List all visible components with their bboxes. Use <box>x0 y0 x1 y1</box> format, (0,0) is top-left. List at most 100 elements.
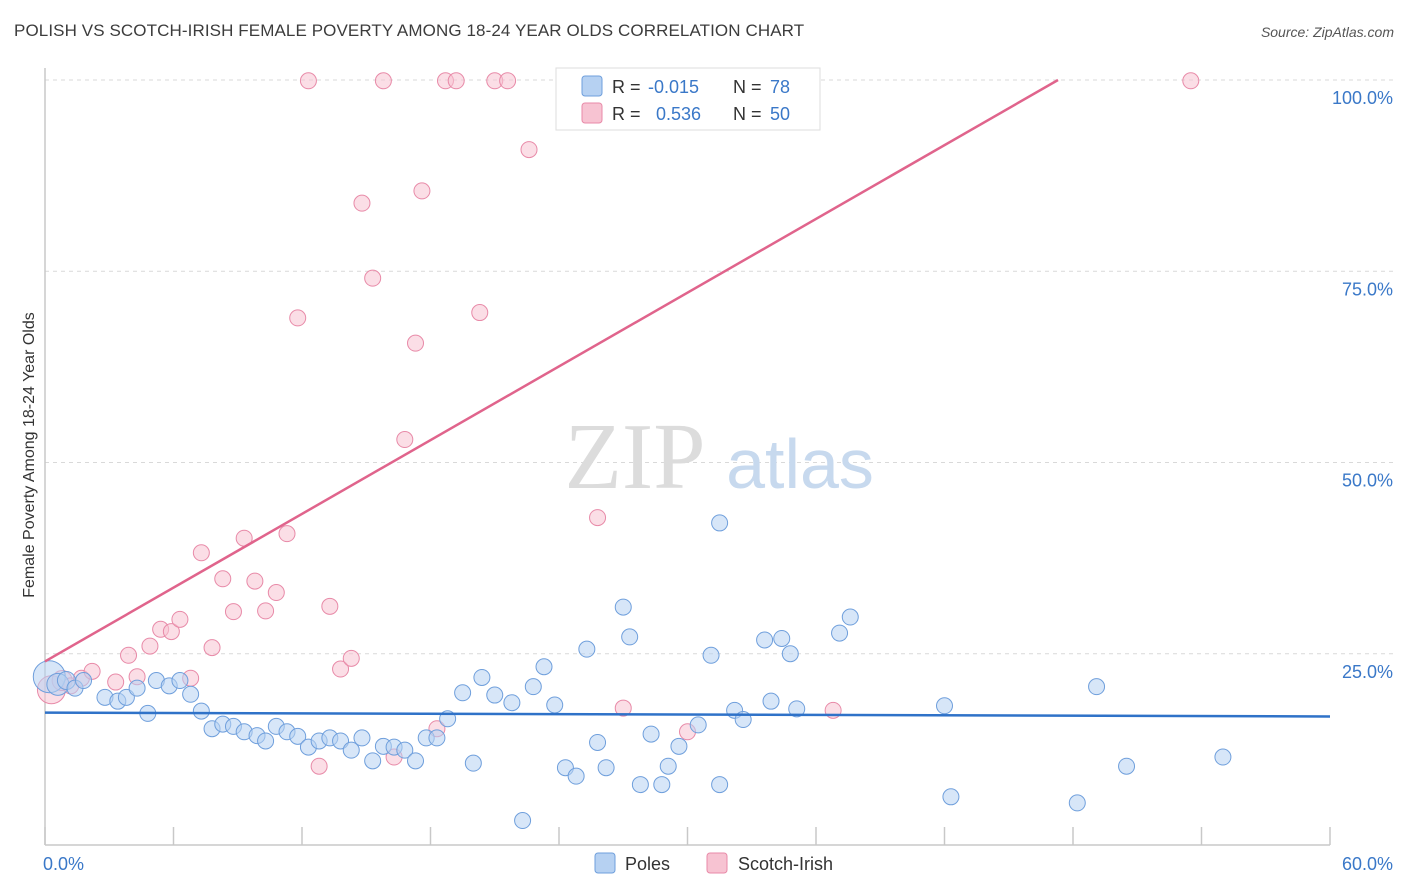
poles-point <box>342 741 360 759</box>
x-tick-label: 60.0% <box>1342 854 1393 874</box>
scotch-irish-point <box>1182 72 1200 90</box>
poles-point <box>396 741 414 759</box>
scotch-irish-point <box>171 610 189 628</box>
scotch-irish-point <box>447 72 465 90</box>
poles-point <box>781 645 799 663</box>
scotch-irish-point <box>192 544 210 562</box>
scotch-irish-trendline <box>44 78 1059 663</box>
poles-point <box>773 629 791 647</box>
poles-point <box>1214 748 1232 766</box>
poles-point <box>653 776 671 794</box>
legend-poles-swatch <box>581 75 603 97</box>
poles-points <box>32 514 1232 830</box>
y-tick-label: 75.0% <box>1342 279 1393 299</box>
gridlines <box>45 79 1395 655</box>
poles-point <box>670 737 688 755</box>
bottom-legend-poles-label: Poles <box>625 854 670 874</box>
poles-point <box>171 672 189 690</box>
scotch-irish-point <box>310 757 328 775</box>
legend-box: R = -0.015 N = 78 R = 0.536 N = 50 <box>555 67 821 131</box>
poles-point <box>128 679 146 697</box>
y-tick-label: 50.0% <box>1342 471 1393 491</box>
poles-point <box>1118 757 1136 775</box>
poles-point <box>642 725 660 743</box>
source-label: Source: ZipAtlas.com <box>1260 24 1394 40</box>
scotch-irish-point <box>614 699 632 717</box>
legend-scotch-r-value: 0.536 <box>656 104 701 124</box>
poles-point <box>546 696 564 714</box>
scotch-irish-point <box>224 603 242 621</box>
legend-poles-n-label: N = <box>733 77 762 97</box>
tick-labels: 25.0% 50.0% 75.0% 100.0% 0.0% 60.0% <box>43 88 1393 874</box>
legend-scotch-n-label: N = <box>733 104 762 124</box>
scotch-irish-point <box>214 570 232 588</box>
watermark: ZIP atlas <box>565 405 874 509</box>
scotch-irish-point <box>499 72 517 90</box>
poles-point <box>535 658 553 676</box>
poles-point <box>454 684 472 702</box>
chart-title: POLISH VS SCOTCH-IRISH FEMALE POVERTY AM… <box>14 21 805 40</box>
y-tick-label: 100.0% <box>1332 88 1393 108</box>
legend-scotch-swatch <box>581 102 603 124</box>
poles-point <box>353 729 371 747</box>
scotch-irish-point <box>396 431 414 449</box>
bottom-legend-scotch-label: Scotch-Irish <box>738 854 833 874</box>
legend-scotch-n-value: 50 <box>770 104 790 124</box>
scotch-irish-point <box>289 309 307 327</box>
poles-point <box>711 514 729 532</box>
poles-point <box>464 754 482 772</box>
poles-point <box>689 716 707 734</box>
scotch-irish-point <box>120 646 138 664</box>
poles-point <box>831 624 849 642</box>
scotch-irish-point <box>342 649 360 667</box>
poles-point <box>289 727 307 745</box>
scotch-irish-point <box>321 597 339 615</box>
watermark-zip: ZIP <box>565 405 706 509</box>
poles-point <box>702 646 720 664</box>
poles-point <box>514 812 532 830</box>
poles-point <box>841 608 859 626</box>
scotch-irish-point <box>471 304 489 322</box>
axes <box>44 68 1331 846</box>
y-tick-label: 25.0% <box>1342 662 1393 682</box>
poles-point <box>524 678 542 696</box>
poles-trendline <box>44 711 1331 718</box>
poles-point <box>257 732 275 750</box>
trendlines <box>44 78 1331 718</box>
poles-point <box>578 640 596 658</box>
scotch-irish-point <box>141 637 159 655</box>
poles-point <box>567 767 585 785</box>
poles-point <box>486 686 504 704</box>
poles-point <box>589 733 607 751</box>
scotch-irish-point <box>413 182 431 200</box>
scotch-irish-point <box>407 334 425 352</box>
poles-point <box>788 700 806 718</box>
bottom-legend-poles-swatch <box>594 852 616 874</box>
scotch-irish-point <box>267 584 285 602</box>
poles-point <box>631 776 649 794</box>
poles-point <box>192 702 210 720</box>
scotch-irish-point <box>374 72 392 90</box>
scotch-irish-point <box>278 525 296 543</box>
poles-point <box>711 776 729 794</box>
x-tick-label: 0.0% <box>43 854 84 874</box>
poles-point <box>428 729 446 747</box>
scotch-irish-point <box>299 72 317 90</box>
scotch-irish-point <box>162 623 180 641</box>
poles-point <box>1088 678 1106 696</box>
poles-point <box>182 685 200 703</box>
legend-poles-r-value: -0.015 <box>648 77 699 97</box>
poles-point <box>1068 794 1086 812</box>
scotch-irish-point <box>353 194 371 212</box>
scotch-irish-point <box>364 269 382 287</box>
poles-point <box>936 697 953 715</box>
poles-point <box>364 752 382 770</box>
scotch-irish-point <box>520 141 538 159</box>
poles-point <box>503 694 521 712</box>
poles-point <box>762 692 780 710</box>
scotch-irish-point <box>107 673 125 691</box>
poles-point <box>407 752 425 770</box>
watermark-atlas: atlas <box>726 425 874 503</box>
scotch-irish-point <box>589 509 607 527</box>
